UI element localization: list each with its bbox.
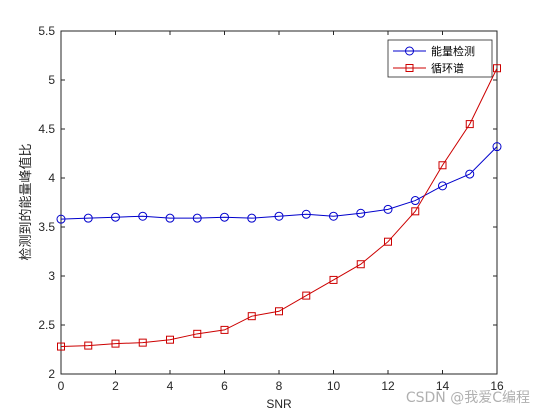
data-point [438,161,447,170]
data-point [275,307,283,316]
x-tick-label: 8 [276,379,283,393]
legend-label: 循环谱 [431,61,464,75]
series-layer [56,64,502,351]
x-tick-label: 6 [221,379,228,393]
data-point [138,338,147,347]
y-tick-label: 2.5 [38,318,55,332]
data-point [84,341,93,350]
x-tick-label: 14 [436,379,450,393]
x-axis-label: SNR [266,397,292,411]
y-tick-label: 4.5 [38,122,55,136]
data-point [465,169,475,179]
data-point [57,342,65,351]
x-tick-label: 0 [58,379,65,393]
data-point [220,212,229,222]
data-point [301,209,311,219]
data-point [111,339,120,348]
watermark: CSDN @我爱C编程 [406,390,530,406]
data-point [302,291,311,300]
data-point [138,211,148,221]
y-axis-label: 检测到的能量峰值比 [18,143,34,260]
x-tick-label: 4 [167,379,174,393]
legend-label: 能量检测 [431,44,475,58]
data-point [493,64,501,73]
data-point [329,275,338,284]
y-tick-label: 5 [48,73,55,87]
y-axis: 2 2.5 3 3.5 4 4.5 5 5.5 [38,24,497,381]
data-point [111,212,120,222]
y-tick-label: 4 [48,171,55,185]
y-tick-label: 3.5 [38,220,55,234]
data-point [220,325,229,334]
data-point [56,214,66,224]
x-axis: 0 2 4 6 8 10 12 14 16 [58,31,504,393]
data-point [492,142,502,152]
data-point [411,207,420,216]
data-point [247,312,256,321]
y-tick-label: 5.5 [38,24,55,38]
x-tick-label: 10 [327,379,341,393]
plot-area [60,30,498,375]
data-point [356,260,365,269]
legend-box [387,39,493,78]
data-point [384,237,392,246]
data-point [329,211,338,221]
data-point [383,204,393,214]
data-point [438,181,447,191]
x-tick-label: 16 [490,379,504,393]
legend-marker [405,64,414,72]
data-point [247,213,257,223]
data-point [356,208,366,218]
x-tick-label: 12 [381,379,395,393]
data-point [410,196,420,206]
data-point [274,211,284,221]
data-point [193,329,202,338]
data-point [165,213,175,223]
data-point [465,120,474,129]
data-point [192,213,202,223]
x-tick-label: 2 [112,379,119,393]
legend-marker [405,46,414,56]
data-point [83,213,93,223]
y-tick-label: 2 [48,367,55,381]
y-tick-label: 3 [48,269,55,283]
series-line-1 [60,68,498,348]
data-point [166,335,174,344]
